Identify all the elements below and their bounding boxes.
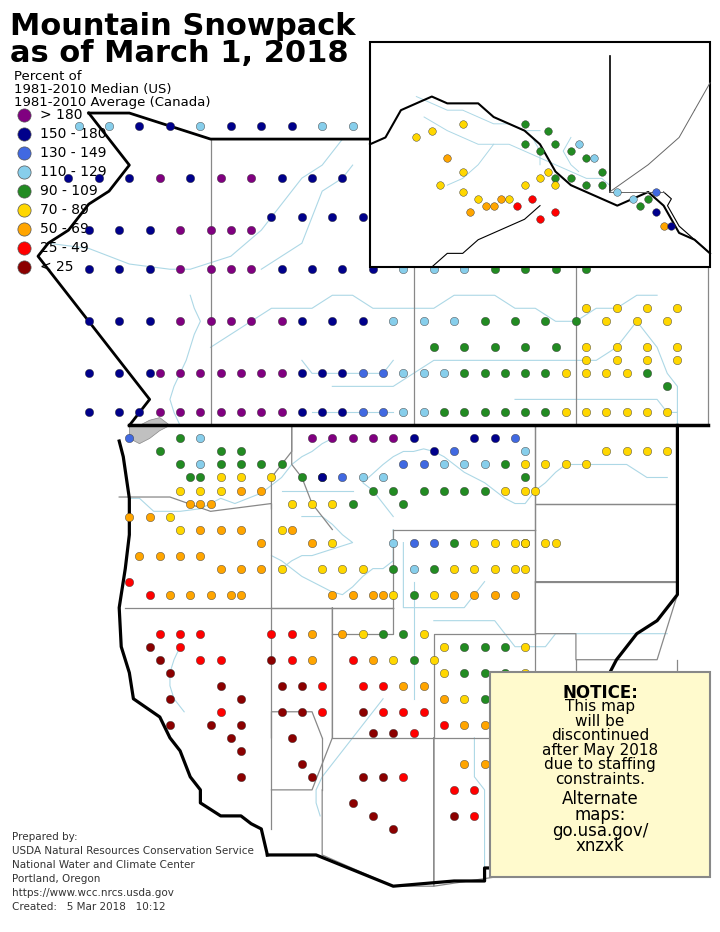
Text: discontinued: discontinued [551, 729, 649, 744]
Text: as of March 1, 2018: as of March 1, 2018 [10, 39, 348, 68]
Text: 70 - 89: 70 - 89 [40, 203, 89, 217]
Polygon shape [130, 418, 170, 444]
Text: go.usa.gov/: go.usa.gov/ [552, 821, 648, 840]
Text: 130 - 149: 130 - 149 [40, 146, 107, 160]
Text: due to staffing: due to staffing [544, 758, 656, 773]
Text: 1981-2010 Median (US): 1981-2010 Median (US) [14, 83, 171, 96]
Text: Mountain Snowpack: Mountain Snowpack [10, 12, 356, 41]
Text: NOTICE:: NOTICE: [562, 684, 638, 702]
Text: Prepared by:
USDA Natural Resources Conservation Service
National Water and Clim: Prepared by: USDA Natural Resources Cons… [12, 832, 254, 912]
Text: 150 - 180: 150 - 180 [40, 127, 107, 141]
Text: xnzxk: xnzxk [575, 837, 624, 855]
Text: maps:: maps: [575, 806, 626, 824]
Text: This map: This map [565, 700, 635, 715]
Text: > 180: > 180 [40, 108, 83, 122]
Text: 1981-2010 Average (Canada): 1981-2010 Average (Canada) [14, 96, 210, 109]
Text: 90 - 109: 90 - 109 [40, 184, 98, 198]
Text: 110 - 129: 110 - 129 [40, 165, 107, 179]
Text: Alternate: Alternate [562, 790, 639, 808]
Text: 25 - 49: 25 - 49 [40, 241, 89, 255]
Text: will be: will be [575, 714, 625, 729]
Bar [370, 42, 710, 267]
Text: < 25: < 25 [40, 260, 73, 274]
Text: Percent of: Percent of [14, 70, 81, 83]
Text: after May 2018: after May 2018 [542, 743, 658, 758]
Text: 50 - 69: 50 - 69 [40, 222, 89, 236]
Text: constraints.: constraints. [555, 772, 645, 787]
Bar [490, 672, 710, 877]
